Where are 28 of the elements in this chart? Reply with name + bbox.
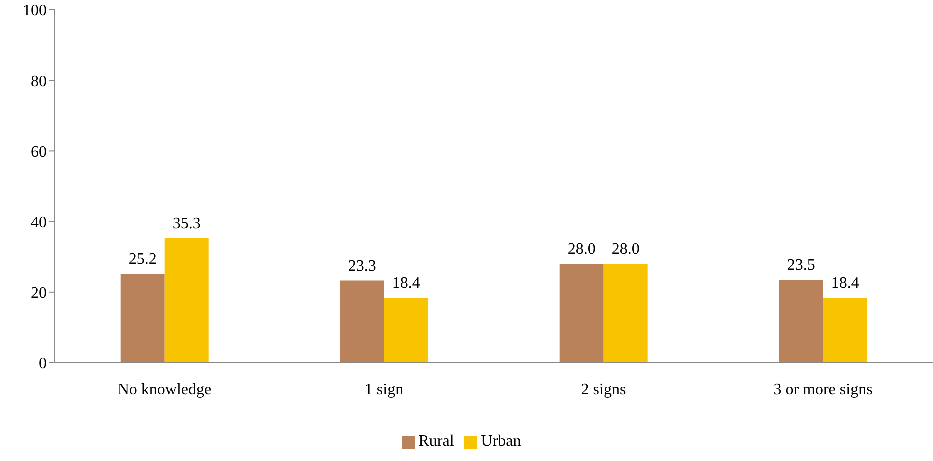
y-tick-label: 20 xyxy=(31,285,47,302)
bar xyxy=(164,238,209,363)
x-tick-label: No knowledge xyxy=(118,381,212,398)
legend-label: Rural xyxy=(418,433,454,450)
x-tick-label: 1 sign xyxy=(364,381,404,398)
bar xyxy=(604,264,648,363)
bar xyxy=(120,274,165,363)
legend-label: Urban xyxy=(481,433,522,450)
y-tick-label: 0 xyxy=(39,356,47,373)
data-label: 28.0 xyxy=(568,241,596,258)
bar xyxy=(340,280,384,363)
data-label: 18.4 xyxy=(831,275,860,292)
data-label: 35.3 xyxy=(172,215,201,232)
y-tick-label: 40 xyxy=(31,214,47,232)
data-label: 23.3 xyxy=(348,258,376,275)
bar xyxy=(384,298,428,363)
data-label: 18.4 xyxy=(392,275,420,292)
y-tick-label: 100 xyxy=(23,2,47,20)
bar xyxy=(779,280,824,363)
y-tick-label: 60 xyxy=(31,144,47,161)
data-label: 28.0 xyxy=(612,241,640,258)
data-label: 25.2 xyxy=(128,251,157,268)
x-tick-label: 2 signs xyxy=(581,381,626,398)
bar xyxy=(560,264,604,363)
y-tick-label: 80 xyxy=(31,73,47,90)
x-tick-label: 3 or more signs xyxy=(774,381,873,398)
bar xyxy=(823,298,868,363)
data-label: 23.5 xyxy=(787,257,816,274)
